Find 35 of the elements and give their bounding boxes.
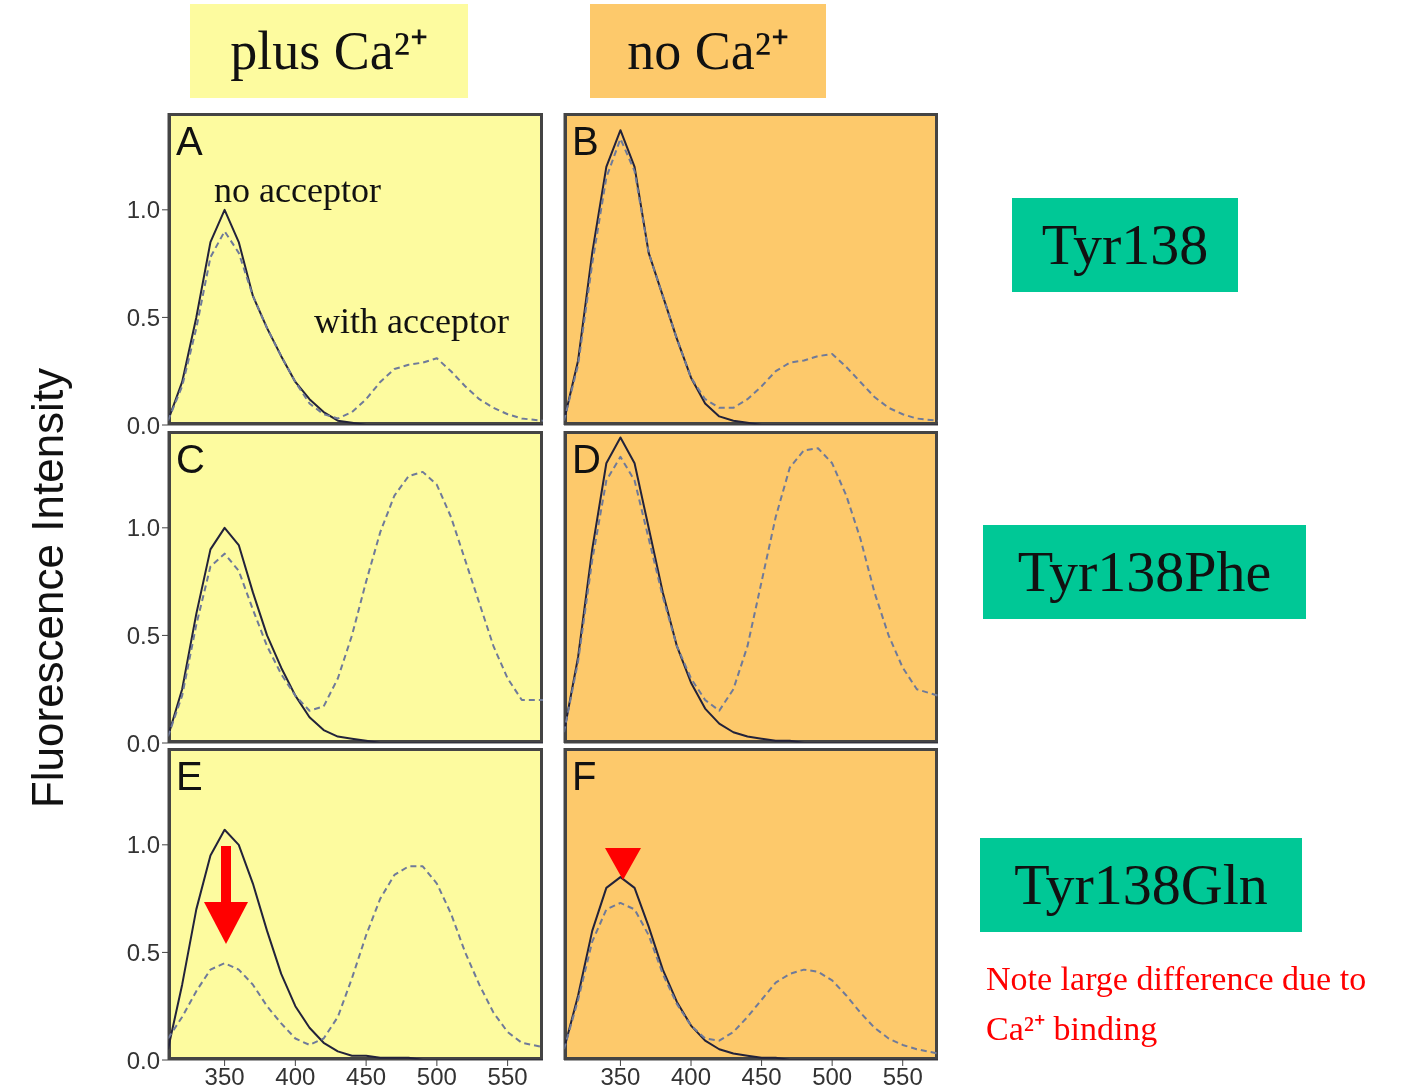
x-tick-label: 500	[812, 1063, 853, 1087]
x-tick-label: 550	[882, 1063, 923, 1087]
x-tick-label: 550	[487, 1063, 528, 1087]
x-tick-label: 350	[204, 1063, 245, 1087]
annotation: no acceptor	[214, 170, 381, 210]
text: Tyr138Gln	[980, 838, 1302, 932]
y-axis-title: Fluorescence Intensity	[22, 366, 73, 811]
annotation: E	[176, 754, 203, 798]
y-tick-label: 0.5	[126, 303, 160, 331]
y-tick-label: 1.0	[126, 196, 160, 224]
y-tick-label: 0.0	[126, 1046, 160, 1074]
x-tick-label: 400	[671, 1063, 712, 1087]
annotation: C	[176, 437, 205, 481]
x-tick-label: 350	[600, 1063, 641, 1087]
x-tick-label: 400	[275, 1063, 316, 1087]
x-tick-label: 450	[346, 1063, 387, 1087]
chart-title: no Ca²⁺	[590, 4, 826, 98]
chart-title: plus Ca²⁺	[190, 4, 468, 98]
x-tick-label: 450	[741, 1063, 782, 1087]
y-tick-label: 1.0	[126, 831, 160, 859]
y-tick-label: 0.5	[126, 621, 160, 649]
text: Tyr138	[1012, 198, 1238, 292]
annotation: with acceptor	[314, 301, 509, 341]
annotation: A	[176, 119, 203, 163]
annotation: B	[572, 119, 599, 163]
y-tick-label: 0.0	[126, 729, 160, 757]
y-tick-label: 0.5	[126, 938, 160, 966]
y-tick-label: 1.0	[126, 514, 160, 542]
y-tick-label: 0.0	[126, 411, 160, 439]
annotation: F	[572, 754, 597, 798]
text: Note large difference due to Ca²⁺ binding	[986, 959, 1368, 1049]
text: Tyr138Phe	[983, 525, 1306, 619]
annotation: D	[572, 437, 601, 481]
line-series	[168, 865, 543, 1049]
x-tick-label: 500	[416, 1063, 457, 1087]
